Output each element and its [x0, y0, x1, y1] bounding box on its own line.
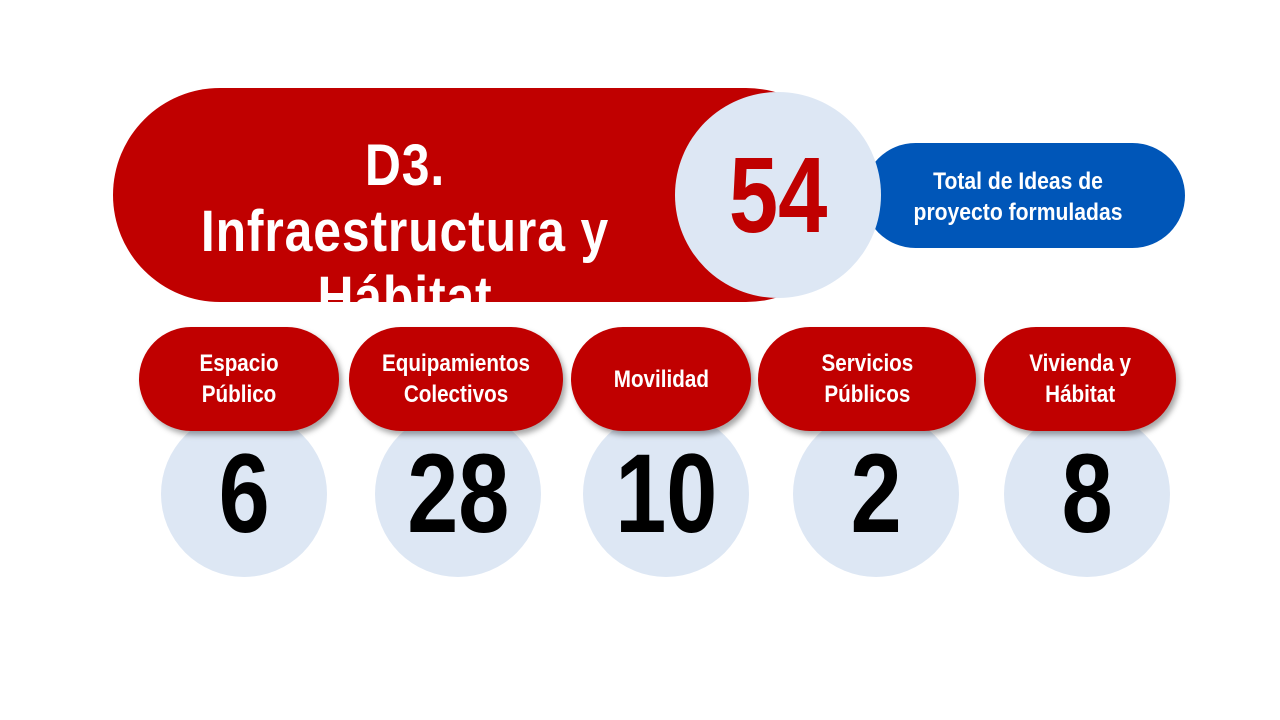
category-pill-vivienda-habitat: Vivienda y Hábitat: [984, 327, 1176, 431]
category-circle-servicios-publicos: 2: [793, 411, 959, 577]
category-label: Equipamientos Colectivos: [382, 350, 530, 408]
category-pill-espacio-publico: Espacio Público: [139, 327, 339, 431]
category-pill-movilidad: Movilidad: [571, 327, 751, 431]
category-pill-servicios-publicos: Servicios Públicos: [758, 327, 976, 431]
category-circle-vivienda-habitat: 8: [1004, 411, 1170, 577]
total-circle: 54: [675, 92, 881, 298]
category-circle-movilidad: 10: [583, 411, 749, 577]
page-title: D3. Infraestructura y Hábitat: [200, 133, 610, 330]
category-label: Movilidad: [613, 365, 709, 393]
category-count: 8: [1061, 431, 1113, 556]
category-pill-equipamientos-colectivos: Equipamientos Colectivos: [349, 327, 563, 431]
total-label-pill: [863, 143, 1185, 248]
category-count: 6: [218, 431, 270, 556]
category-count: 28: [406, 431, 510, 556]
category-circle-espacio-publico: 6: [161, 411, 327, 577]
category-count: 2: [850, 431, 902, 556]
category-count: 10: [614, 431, 718, 556]
category-circle-equipamientos-colectivos: 28: [375, 411, 541, 577]
total-count: 54: [728, 134, 828, 255]
total-label: Total de Ideas de proyecto formuladas: [913, 168, 1123, 226]
category-label: Vivienda y Hábitat: [1029, 350, 1131, 408]
category-label: Espacio Público: [199, 350, 279, 408]
category-label: Servicios Públicos: [821, 350, 913, 408]
